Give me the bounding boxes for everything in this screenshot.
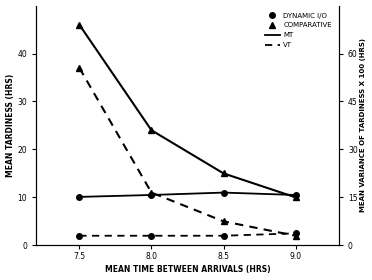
Y-axis label: MEAN TARDINESS (HRS): MEAN TARDINESS (HRS) <box>6 74 15 177</box>
Y-axis label: MEAN VARIANCE OF TARDINESS X 100 (HRS): MEAN VARIANCE OF TARDINESS X 100 (HRS) <box>360 38 366 213</box>
Legend: DYNAMIC I/O, COMPARATIVE, MT, VT: DYNAMIC I/O, COMPARATIVE, MT, VT <box>261 9 336 52</box>
X-axis label: MEAN TIME BETWEEN ARRIVALS (HRS): MEAN TIME BETWEEN ARRIVALS (HRS) <box>105 265 270 274</box>
